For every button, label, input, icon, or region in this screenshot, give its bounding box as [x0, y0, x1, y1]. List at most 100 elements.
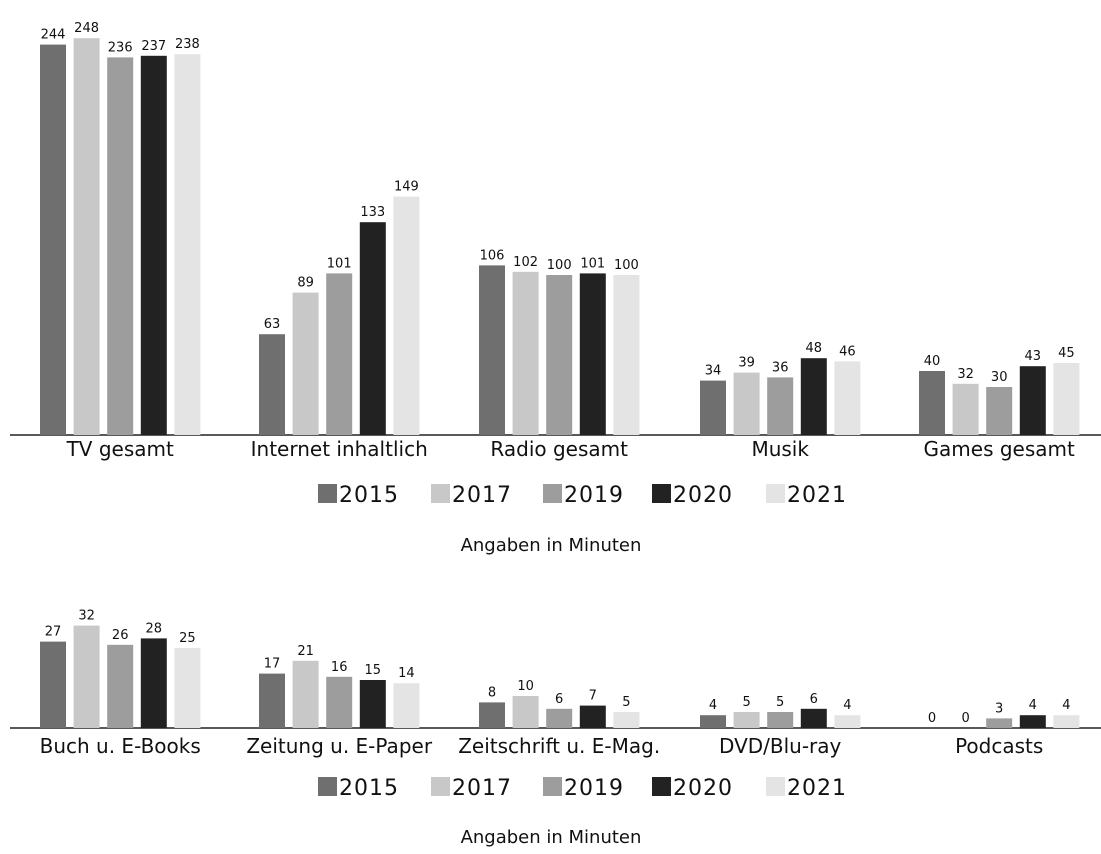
bar-dvd-blu-ray-2021 [834, 715, 861, 728]
category-label-zeitschrift-u-e-mag: Zeitschrift u. E-Mag. [458, 734, 660, 758]
legend-label-2017: 2017 [452, 483, 512, 508]
bar-musik-2020 [800, 358, 827, 435]
bar-dvd-blu-ray-2017 [733, 712, 760, 728]
bar-zeitschrift-u-e-mag-2017 [512, 696, 539, 728]
value-label-radio-gesamt-2015: 106 [480, 248, 505, 263]
legend-label-2015: 2015 [339, 776, 399, 801]
value-label-games-gesamt-2017: 32 [957, 367, 974, 382]
value-label-internet-inhaltlich-2015: 63 [264, 317, 281, 332]
bar-podcasts-2020 [1019, 715, 1046, 728]
value-label-dvd-blu-ray-2015: 4 [709, 698, 717, 713]
category-label-musik: Musik [751, 437, 809, 461]
category-label-zeitung-u-e-paper: Zeitung u. E-Paper [246, 734, 432, 758]
legend: 2015 2017 2019 2020 2021 [318, 483, 847, 508]
category-label-internet-inhaltlich: Internet inhaltlich [251, 437, 428, 461]
bar-radio-gesamt-2020 [579, 273, 606, 435]
bar-dvd-blu-ray-2020 [800, 708, 827, 728]
bar-buch-u-e-books-2021 [174, 648, 201, 728]
value-label-radio-gesamt-2021: 100 [614, 258, 639, 273]
bar-zeitung-u-e-paper-2020 [359, 680, 386, 728]
bar-dvd-blu-ray-2019 [767, 712, 794, 728]
category-label-dvd-blu-ray: DVD/Blu-ray [719, 734, 842, 758]
category-label-tv-gesamt: TV gesamt [66, 437, 174, 461]
value-label-dvd-blu-ray-2021: 4 [843, 698, 851, 713]
unit-note: Angaben in Minuten [461, 827, 642, 848]
value-label-games-gesamt-2015: 40 [924, 354, 941, 369]
bar-radio-gesamt-2019 [546, 275, 573, 435]
legend-label-2019: 2019 [564, 776, 624, 801]
value-label-zeitung-u-e-paper-2015: 17 [264, 657, 281, 672]
value-label-tv-gesamt-2015: 244 [41, 28, 66, 43]
bar-zeitung-u-e-paper-2019 [326, 676, 353, 728]
bar-zeitschrift-u-e-mag-2020 [579, 705, 606, 728]
legend-swatch-2017 [431, 484, 450, 503]
bar-buch-u-e-books-2015 [40, 641, 66, 728]
bar-games-gesamt-2020 [1019, 366, 1046, 435]
value-label-zeitschrift-u-e-mag-2017: 10 [517, 679, 534, 694]
value-label-games-gesamt-2020: 43 [1025, 349, 1042, 364]
value-label-podcasts-2020: 4 [1029, 698, 1037, 713]
value-label-musik-2021: 46 [839, 344, 856, 359]
bar-radio-gesamt-2015 [479, 265, 505, 435]
bar-musik-2017 [733, 372, 760, 435]
value-label-zeitschrift-u-e-mag-2020: 7 [589, 689, 597, 704]
bar-games-gesamt-2015 [919, 371, 945, 435]
bar-zeitung-u-e-paper-2015 [259, 673, 285, 728]
value-label-zeitung-u-e-paper-2021: 14 [398, 666, 415, 681]
bar-internet-inhaltlich-2017 [292, 292, 319, 435]
bar-zeitschrift-u-e-mag-2021 [613, 712, 640, 728]
value-label-zeitschrift-u-e-mag-2015: 8 [488, 685, 496, 700]
value-label-zeitschrift-u-e-mag-2021: 5 [622, 695, 630, 710]
bar-internet-inhaltlich-2021 [393, 196, 420, 435]
value-label-internet-inhaltlich-2017: 89 [297, 276, 314, 291]
bar-radio-gesamt-2021 [613, 275, 640, 435]
bar-tv-gesamt-2017 [73, 38, 100, 435]
bar-zeitung-u-e-paper-2021 [393, 683, 420, 728]
value-label-musik-2017: 39 [738, 356, 755, 371]
legend: 2015 2017 2019 2020 2021 [318, 776, 847, 801]
value-label-tv-gesamt-2017: 248 [74, 21, 99, 36]
bar-tv-gesamt-2020 [140, 55, 167, 436]
legend-swatch-2019 [543, 484, 562, 503]
value-label-dvd-blu-ray-2019: 5 [776, 695, 784, 710]
value-label-radio-gesamt-2017: 102 [513, 255, 538, 270]
legend-label-2021: 2021 [787, 483, 847, 508]
value-label-zeitung-u-e-paper-2019: 16 [331, 660, 348, 675]
bar-dvd-blu-ray-2015 [700, 715, 726, 728]
value-label-buch-u-e-books-2020: 28 [146, 621, 163, 636]
value-label-podcasts-2021: 4 [1062, 698, 1070, 713]
category-label-radio-gesamt: Radio gesamt [490, 437, 628, 461]
legend-label-2020: 2020 [673, 776, 733, 801]
legend-label-2019: 2019 [564, 483, 624, 508]
value-label-podcasts-2019: 3 [995, 701, 1003, 716]
bar-tv-gesamt-2021 [174, 54, 201, 435]
category-label-buch-u-e-books: Buch u. E-Books [40, 734, 201, 758]
value-label-internet-inhaltlich-2021: 149 [394, 180, 419, 195]
value-label-musik-2015: 34 [705, 364, 722, 379]
value-label-buch-u-e-books-2019: 26 [112, 628, 129, 643]
bar-zeitung-u-e-paper-2017 [292, 660, 319, 728]
value-label-radio-gesamt-2020: 101 [580, 256, 605, 271]
bar-musik-2019 [767, 377, 794, 435]
legend-label-2020: 2020 [673, 483, 733, 508]
value-label-dvd-blu-ray-2020: 6 [810, 692, 818, 707]
value-label-zeitschrift-u-e-mag-2019: 6 [555, 692, 563, 707]
value-label-buch-u-e-books-2021: 25 [179, 631, 196, 646]
bar-podcasts-2019 [986, 718, 1013, 728]
value-label-radio-gesamt-2019: 100 [547, 258, 572, 273]
category-label-games-gesamt: Games gesamt [924, 437, 1075, 461]
value-label-zeitung-u-e-paper-2020: 15 [365, 663, 382, 678]
value-label-tv-gesamt-2021: 238 [175, 37, 200, 52]
legend-label-2021: 2021 [787, 776, 847, 801]
bar-games-gesamt-2017 [952, 383, 979, 435]
legend-swatch-2020 [652, 777, 671, 796]
bar-games-gesamt-2019 [986, 387, 1013, 435]
legend-label-2015: 2015 [339, 483, 399, 508]
value-label-internet-inhaltlich-2019: 101 [327, 256, 352, 271]
bar-tv-gesamt-2019 [107, 57, 134, 436]
bar-musik-2015 [700, 380, 726, 435]
bar-podcasts-2021 [1053, 715, 1080, 728]
value-label-tv-gesamt-2020: 237 [141, 39, 166, 54]
bar-buch-u-e-books-2020 [140, 638, 167, 728]
